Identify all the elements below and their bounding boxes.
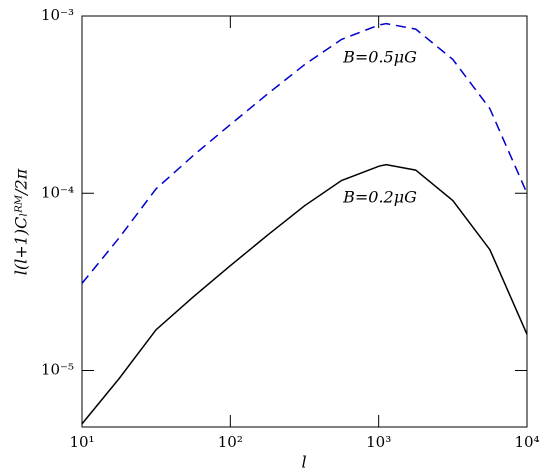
x-tick-label: 10¹ (69, 433, 94, 451)
y-tick-label: 10⁻⁴ (41, 183, 74, 201)
x-axis-label: l (301, 453, 306, 472)
y-axis-label: l(l+1)Cₗᴿᴹ/2π (12, 168, 31, 275)
y-tick-label: 10⁻⁵ (41, 361, 74, 379)
x-tick-label: 10² (218, 433, 243, 451)
plot-frame (81, 15, 528, 428)
series-label: B=0.5μG (342, 48, 417, 67)
x-tick-label: 10⁴ (514, 433, 539, 451)
x-tick-label: 10³ (366, 433, 391, 451)
series-line (81, 22, 528, 284)
series-label: B=0.2μG (342, 188, 417, 207)
y-tick-label: 10⁻³ (41, 6, 74, 24)
series-line (81, 163, 528, 425)
